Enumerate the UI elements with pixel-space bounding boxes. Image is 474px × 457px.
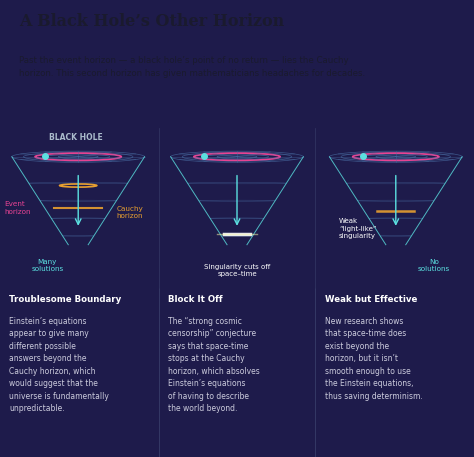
Text: BLACK HOLE: BLACK HOLE: [49, 133, 103, 142]
Text: Singularity cuts off
space–time: Singularity cuts off space–time: [204, 264, 270, 277]
Text: Many
solutions: Many solutions: [31, 259, 64, 272]
Text: Past the event horizon — a black hole’s point of no return — lies the Cauchy
hor: Past the event horizon — a black hole’s …: [19, 56, 365, 78]
Text: No
solutions: No solutions: [418, 259, 450, 272]
Text: Block It Off: Block It Off: [168, 295, 223, 303]
Text: Einstein’s equations
appear to give many
different possible
answers beyond the
C: Einstein’s equations appear to give many…: [9, 317, 109, 413]
Text: Weak but Effective: Weak but Effective: [325, 295, 417, 303]
Text: Cauchy
horizon: Cauchy horizon: [116, 206, 143, 219]
Text: The “strong cosmic
censorship” conjecture
says that space-time
stops at the Cauc: The “strong cosmic censorship” conjectur…: [168, 317, 260, 413]
Text: New research shows
that space-time does
exist beyond the
horizon, but it isn’t
s: New research shows that space-time does …: [325, 317, 422, 401]
Text: Weak
“light-like”
singularity: Weak “light-like” singularity: [339, 218, 376, 239]
Text: A Black Hole’s Other Horizon: A Black Hole’s Other Horizon: [19, 13, 284, 30]
Text: Troublesome Boundary: Troublesome Boundary: [9, 295, 122, 303]
Text: Event
horizon: Event horizon: [5, 201, 31, 215]
